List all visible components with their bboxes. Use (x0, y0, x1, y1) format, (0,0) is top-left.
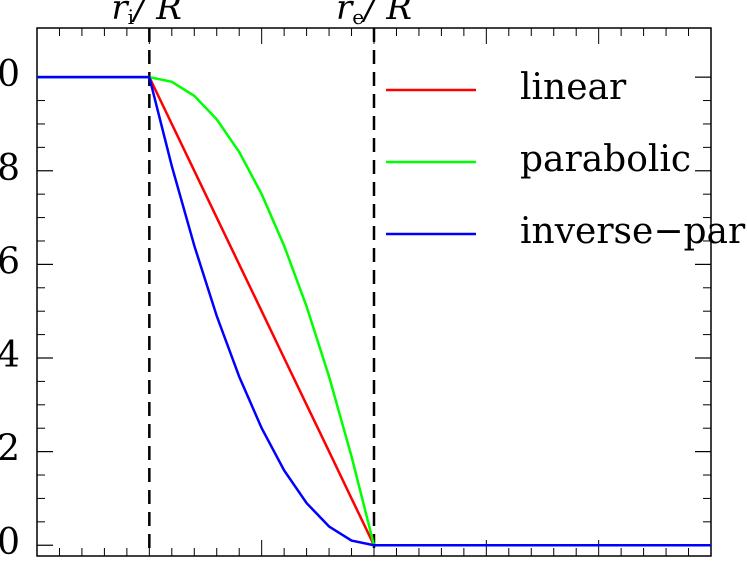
y-tick-label: 0.6 (0, 241, 20, 282)
y-tick-label: 0.8 (0, 148, 20, 189)
annotation-symbol: r (336, 0, 354, 28)
annotation: ri/ R (111, 0, 182, 29)
annotation-rest: / R (131, 0, 182, 28)
annotation: re/ R (336, 0, 412, 29)
line-series (37, 75, 711, 547)
annotation-symbol: r (111, 0, 129, 28)
y-tick-label: 0.2 (0, 429, 20, 470)
line-series (37, 75, 711, 547)
annotation-subscript: e (352, 5, 364, 29)
annotation-subscript: i (128, 5, 134, 29)
annotation-rest: / R (361, 0, 412, 28)
y-tick-label: 0.4 (0, 335, 20, 376)
line-series (37, 75, 711, 547)
y-tick-label: 0.0 (0, 522, 20, 563)
legend-label: linear (520, 67, 627, 108)
y-tick-label: 1.0 (0, 54, 20, 95)
legend-label: parabolic (520, 139, 691, 180)
legend-label: inverse−parabolic (520, 211, 747, 252)
